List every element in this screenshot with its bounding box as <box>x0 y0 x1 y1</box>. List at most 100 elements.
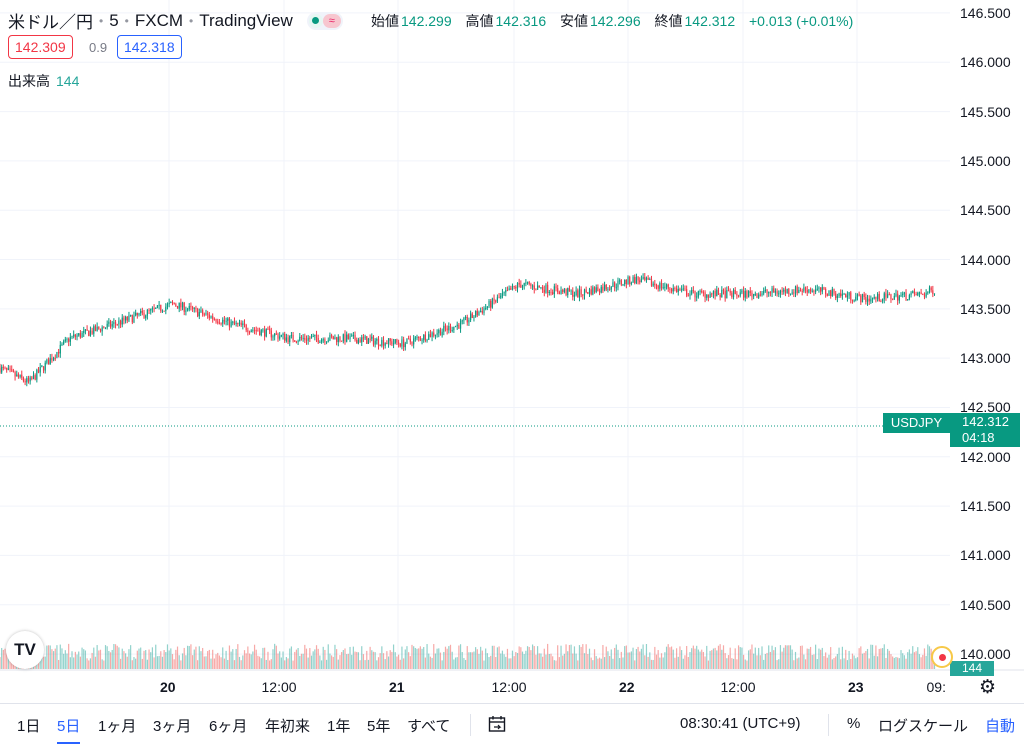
range-1d[interactable]: 1日 <box>17 718 41 735</box>
volume-bar <box>168 650 170 669</box>
volume-bar <box>878 648 880 669</box>
volume-bar <box>434 653 437 669</box>
candle-body <box>14 371 16 377</box>
record-icon[interactable] <box>931 646 953 668</box>
candle-body <box>779 290 782 294</box>
candle-body <box>915 293 917 296</box>
candle-body <box>791 292 793 294</box>
volume-bar <box>475 647 477 669</box>
candle-body <box>176 306 179 309</box>
candle-body <box>125 316 127 321</box>
candle-body <box>614 282 616 288</box>
candle-body <box>578 289 581 298</box>
candle-body <box>619 280 621 282</box>
candle-body <box>51 358 53 361</box>
candle-body <box>526 282 529 284</box>
range-1y[interactable]: 1年 <box>327 718 351 735</box>
volume-bar <box>925 655 927 669</box>
candle-body <box>431 332 433 337</box>
volume-bar <box>719 644 721 669</box>
candle-body <box>870 299 872 302</box>
volume-bar <box>917 647 919 669</box>
volume-bar <box>550 653 552 669</box>
volume-bar <box>98 650 100 669</box>
candle-body <box>285 337 287 341</box>
volume-bar <box>650 659 653 669</box>
volume-bar <box>521 651 524 669</box>
gear-icon[interactable]: ⚙ <box>979 677 997 698</box>
range-5y[interactable]: 5年 <box>367 718 391 735</box>
candle-body <box>470 313 472 321</box>
candle-body <box>876 294 879 299</box>
candle-body <box>515 286 517 289</box>
candle-body <box>232 321 234 323</box>
candle-body <box>163 310 165 312</box>
candle-body <box>418 336 420 338</box>
volume-bar <box>436 648 438 669</box>
volume-bar <box>208 649 210 669</box>
candle-body <box>404 343 406 348</box>
volume-bar <box>866 648 869 669</box>
candle-body <box>550 291 552 293</box>
time-tick-label: 12:00 <box>261 679 297 695</box>
volume-bar <box>602 645 604 669</box>
range-1m[interactable]: 1ヶ月 <box>98 718 137 735</box>
volume-bar <box>73 657 75 669</box>
market-status-pill[interactable]: ≈ <box>306 11 343 30</box>
candle-body <box>354 334 356 341</box>
candle-body <box>732 289 735 298</box>
volume-bar <box>52 651 55 669</box>
clock-timezone[interactable]: 08:30:41 (UTC+9) <box>680 715 801 732</box>
range-5d[interactable]: 5日 <box>57 715 81 744</box>
volume-bar <box>96 645 98 669</box>
volume-bar <box>193 649 195 669</box>
candle-body <box>672 288 674 292</box>
time-tick-label: 22 <box>619 679 635 695</box>
volume-bar <box>612 658 614 669</box>
candle-body <box>804 287 807 290</box>
volume-bar <box>331 655 333 669</box>
tradingview-logo-icon[interactable]: TV <box>6 631 44 669</box>
volume-bar <box>397 654 400 669</box>
candle-body <box>382 339 385 346</box>
volume-bar <box>781 651 783 669</box>
volume-bar <box>888 650 890 669</box>
log-scale-toggle[interactable]: ログスケール <box>878 718 969 735</box>
volume-bar <box>374 652 376 669</box>
volume-bar <box>356 651 358 669</box>
candle-body <box>598 291 601 293</box>
volume-bar <box>783 647 785 669</box>
auto-scale-toggle[interactable]: 自動 <box>985 718 1016 735</box>
symbol-name[interactable]: 米ドル／円 <box>8 13 93 32</box>
price-tick-label: 141.500 <box>960 498 1011 515</box>
candle-body <box>763 291 765 294</box>
price-tick-label: 141.000 <box>960 547 1011 564</box>
volume-bar <box>568 645 571 669</box>
volume-bar <box>203 656 205 669</box>
volume-bar <box>548 653 550 669</box>
candle-body <box>875 297 877 299</box>
sell-button[interactable]: 142.309 <box>8 35 73 59</box>
range-3m[interactable]: 3ヶ月 <box>153 718 192 735</box>
candle-body <box>292 334 294 341</box>
range-ytd[interactable]: 年初来 <box>265 718 311 735</box>
range-all[interactable]: すべて <box>407 718 451 735</box>
candle-body <box>305 339 308 341</box>
percent-scale-toggle[interactable]: % <box>847 715 861 732</box>
candle-body <box>912 291 914 293</box>
volume-bar <box>927 644 929 669</box>
volume-bar <box>205 656 207 669</box>
buy-button[interactable]: 142.318 <box>117 35 182 59</box>
candle-body <box>495 300 497 302</box>
interval[interactable]: 5 <box>109 10 119 30</box>
candle-body <box>826 293 828 296</box>
candle-body <box>543 289 545 293</box>
volume-bar <box>689 652 691 669</box>
volume-bar <box>334 644 336 669</box>
volume-bar <box>265 659 267 669</box>
candle-body <box>595 287 597 293</box>
calendar-icon[interactable] <box>488 715 506 733</box>
volume-bar <box>860 646 862 669</box>
range-6m[interactable]: 6ヶ月 <box>209 718 248 735</box>
